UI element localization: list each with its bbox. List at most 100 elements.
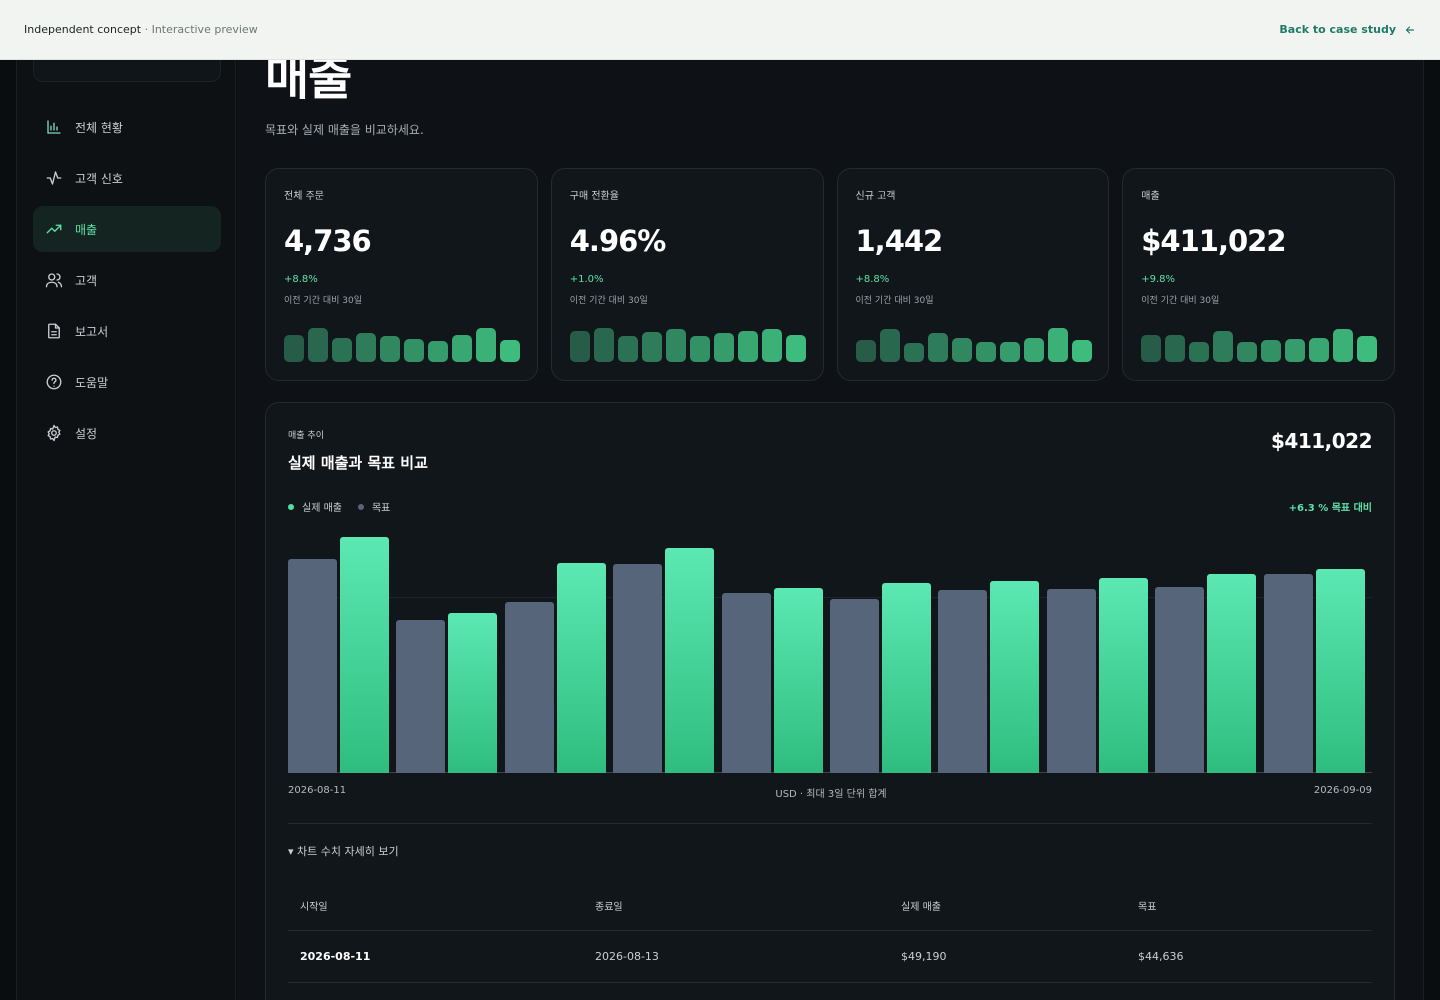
sidebar-item-help[interactable]: 도움말 [33, 359, 221, 405]
preview-topbar: Independent concept · Interactive previe… [0, 0, 1440, 60]
file-text-icon [48, 323, 60, 339]
kpi-delta: +8.8% [855, 274, 890, 285]
sparkline-bar [1261, 339, 1282, 362]
sparkline-bar [1023, 337, 1044, 362]
activity-icon [46, 171, 62, 185]
target-bar [1155, 587, 1205, 773]
kpi-cards: 전체 주문 4,736 +8.8% 이전 기간 대비 30일 구매 전환율 4.… [265, 168, 1395, 381]
sidebar-item-label: 고객 [75, 273, 98, 288]
sidebar-item-reports[interactable]: 보고서 [33, 308, 221, 354]
sidebar-nav: 전체 현황 고객 신호 매출 고객 보고서 도움말 설정 [33, 104, 221, 461]
sidebar-item-customers[interactable]: 고객 [33, 257, 221, 303]
sparkline-bar [713, 333, 734, 362]
chart-divider [288, 823, 1372, 824]
gear-icon [47, 424, 61, 442]
chart-details-toggle[interactable]: ▾ 차트 수치 자세히 보기 [288, 845, 399, 858]
sidebar-item-label: 고객 신호 [75, 171, 123, 186]
trending-up-icon [46, 224, 62, 234]
kpi-card-conversion-rate: 구매 전환율 4.96% +1.0% 이전 기간 대비 30일 [550, 168, 824, 381]
chart-eyebrow: 매출 추이 [288, 431, 324, 441]
sidebar-item-label: 전체 현황 [75, 120, 123, 135]
target-bar [613, 564, 663, 773]
users-icon [45, 273, 63, 288]
legend-item-target: 목표 [357, 499, 391, 514]
sparkline-bar [1309, 337, 1330, 362]
bar-chart-plot [288, 531, 1372, 773]
sparkline-bar [951, 337, 972, 362]
kpi-card-new-customers: 신규 고객 1,442 +8.8% 이전 기간 대비 30일 [836, 168, 1110, 381]
actual-bar [448, 613, 498, 773]
bar-chart-icon [47, 120, 61, 134]
sidebar-item-label: 설정 [75, 426, 98, 441]
brand-name: Independent concept [24, 23, 142, 36]
sparkline-bar [1141, 334, 1162, 362]
sidebar-item-settings[interactable]: 설정 [33, 410, 221, 456]
legend-dot-actual [288, 503, 294, 510]
kpi-value: 1,442 [855, 224, 944, 258]
sparkline-bar [380, 336, 400, 362]
kpi-sparkline [1141, 328, 1378, 362]
sparkline-bar [1357, 336, 1378, 362]
legend-dot-target [357, 503, 364, 510]
sidebar-item-label: 도움말 [75, 375, 109, 390]
cell-actual: $49,190 [901, 950, 947, 963]
kpi-sparkline [855, 328, 1092, 362]
page-subtitle: 목표와 실제 매출을 비교하세요. [265, 123, 424, 137]
chart-total: $411,022 [1270, 429, 1373, 453]
kpi-label: 전체 주문 [284, 191, 324, 202]
actual-bar [1315, 568, 1365, 773]
sparkline-bar [1213, 331, 1234, 362]
cell-end-date: 2026-08-13 [595, 950, 659, 963]
sidebar-item-overview[interactable]: 전체 현황 [33, 104, 221, 150]
header-actual: 실제 매출 [901, 902, 941, 913]
sidebar-item-revenue[interactable]: 매출 [33, 206, 221, 252]
kpi-card-revenue: 매출 $411,022 +9.8% 이전 기간 대비 30일 [1122, 168, 1395, 381]
sparkline-bar [284, 335, 304, 362]
sidebar-item-label: 보고서 [75, 324, 109, 339]
kpi-delta: +8.8% [284, 274, 318, 285]
header-start-date: 시작일 [300, 902, 328, 913]
kpi-label: 신규 고객 [855, 191, 896, 202]
sparkline-bar [356, 333, 376, 362]
target-bar [1046, 589, 1096, 773]
sparkline-bar [476, 328, 496, 362]
legend-label: 목표 [371, 503, 391, 514]
sparkline-bar [785, 335, 806, 362]
sparkline-bar [308, 328, 328, 362]
revenue-chart-card: 매출 추이 실제 매출과 목표 비교 $411,022 실제 매출 목표 +6.… [265, 402, 1395, 1000]
kpi-delta: +1.0% [569, 274, 604, 285]
table-header: 시작일 종료일 실제 매출 목표 [288, 881, 1372, 931]
sparkline-bar [855, 339, 876, 362]
x-axis-end-label: 2026-09-09 [1313, 785, 1372, 796]
cell-target: $44,636 [1138, 950, 1184, 963]
table-row: 2026-08-11 2026-08-13 $49,190 $44,636 [288, 931, 1372, 983]
sparkline-bar [1285, 338, 1306, 362]
sparkline-bar [617, 336, 638, 362]
actual-bar [665, 547, 715, 773]
sparkline-bar [999, 341, 1020, 362]
sparkline-bar [903, 342, 924, 362]
header-end-date: 종료일 [595, 902, 623, 913]
sparkline-bar [593, 328, 614, 362]
sparkline-bar [332, 338, 352, 362]
kpi-label: 구매 전환율 [569, 191, 619, 202]
sparkline-bar [879, 329, 900, 362]
sidebar-item-customer-signals[interactable]: 고객 신호 [33, 155, 221, 201]
x-axis-start-label: 2026-08-11 [288, 785, 347, 796]
sparkline-bar [665, 329, 686, 362]
kpi-label: 매출 [1141, 191, 1160, 202]
brand-sub: · Interactive preview [141, 23, 258, 36]
target-bar [288, 559, 337, 773]
help-circle-icon [46, 374, 62, 390]
target-bar [1263, 574, 1313, 773]
chart-data-table: 시작일 종료일 실제 매출 목표 2026-08-11 2026-08-13 $… [288, 881, 1372, 983]
kpi-value: 4,736 [284, 224, 372, 258]
header-target: 목표 [1138, 902, 1157, 913]
sparkline-bar [975, 341, 996, 362]
back-to-case-study-link[interactable]: Back to case study [1279, 23, 1416, 36]
kpi-delta: +9.8% [1141, 274, 1176, 285]
actual-bar [1098, 578, 1148, 773]
sidebar-item-label: 매출 [75, 222, 98, 237]
sparkline-bar [500, 339, 520, 362]
sparkline-bar [641, 332, 662, 362]
